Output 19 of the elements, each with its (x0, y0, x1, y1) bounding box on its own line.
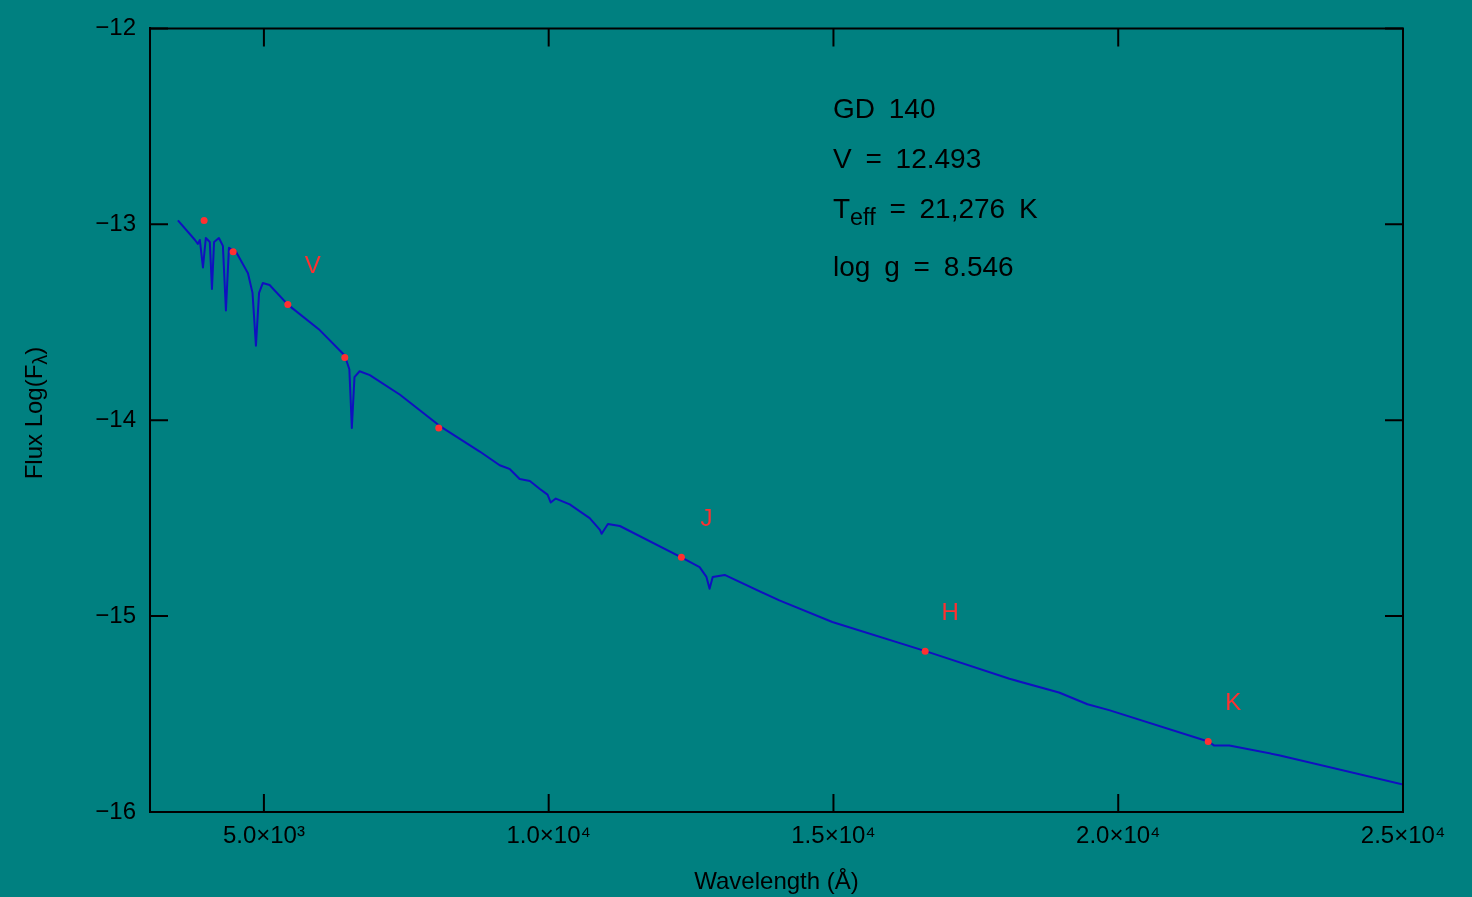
annotation: K (1225, 688, 1242, 716)
y-tick-label: −12 (95, 13, 136, 41)
y-tick-label: −15 (95, 600, 136, 628)
y-tick-label: −14 (95, 404, 136, 432)
x-tick-label: 2.0×10⁴ (1076, 821, 1161, 849)
x-axis-title: Wavelength (Å) (694, 867, 859, 895)
x-tick-label: 1.5×10⁴ (791, 821, 876, 849)
annotation: V (304, 251, 321, 279)
annotation: H (941, 597, 959, 625)
y-tick-label: −16 (95, 796, 136, 824)
annotation: V = 12.493 (833, 142, 983, 176)
annotation: T$_{eff}$ = 21,276 K (833, 192, 1038, 232)
x-tick-label: 2.5×10⁴ (1360, 821, 1446, 849)
annotation: log g = 8.546 (833, 249, 1015, 284)
annotation: GD 140 (833, 92, 937, 126)
x-tick-label: 1.0×10⁴ (506, 821, 591, 849)
x-tick-label: 5.0×10³ (222, 821, 305, 849)
y-tick-label: −13 (95, 208, 136, 236)
annotation: J (700, 503, 713, 531)
